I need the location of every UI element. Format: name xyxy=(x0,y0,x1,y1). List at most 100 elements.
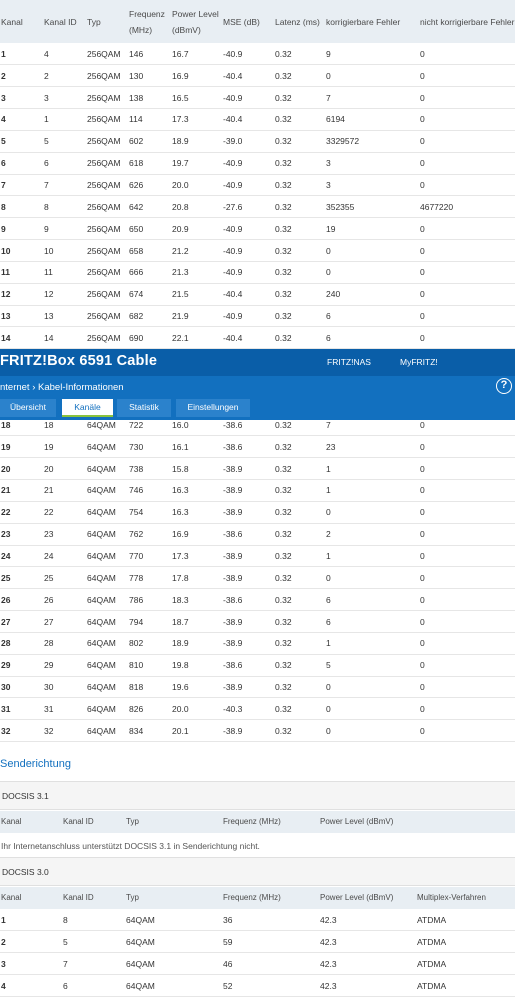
table-row: 12 12 256QAM 674 21.5 -40.4 0.32 240 0 xyxy=(0,283,515,306)
cell-korrigierbare-fehler: 5 xyxy=(326,654,420,677)
tab-kanaele[interactable]: Kanäle xyxy=(62,399,113,417)
cell-power-level: 15.8 xyxy=(172,457,223,481)
up-multiplex: ATDMA xyxy=(417,959,447,969)
up-kanal: 1 xyxy=(1,915,6,925)
myfritz-link[interactable]: MyFRITZ! xyxy=(400,357,438,367)
cell-korrigierbare-fehler: 23 xyxy=(326,435,420,459)
cell-kanal-id: 32 xyxy=(44,719,87,743)
cell-latenz: 0.32 xyxy=(275,326,326,350)
cell-typ: 256QAM xyxy=(87,195,129,219)
cell-kanal: 5 xyxy=(0,130,44,153)
cell-mse: -38.6 xyxy=(223,523,275,546)
cell-power-level: 18.3 xyxy=(172,588,223,612)
cell-kanal-id: 11 xyxy=(44,261,87,284)
col-frequenz-unit: (MHz) xyxy=(129,25,153,35)
cell-mse: -40.9 xyxy=(223,217,275,241)
cell-frequenz: 746 xyxy=(129,479,172,502)
cell-latenz: 0.32 xyxy=(275,588,326,612)
cell-power-level: 16.9 xyxy=(172,523,223,546)
tab-uebersicht[interactable]: Übersicht xyxy=(0,399,56,417)
cell-typ: 256QAM xyxy=(87,239,129,262)
docsis30-table-header: Kanal Kanal ID Typ Frequenz (MHz) Power … xyxy=(0,887,515,909)
up31-col-frequenz: Frequenz (MHz) xyxy=(223,817,281,826)
cell-kanal: 6 xyxy=(0,152,44,175)
downstream-table-bottom: 18 18 64QAM 722 16.0 -38.6 0.32 7 0 19 19 64QAM 730 1… xyxy=(0,414,515,743)
cell-frequenz: 730 xyxy=(129,435,172,459)
cell-power-level: 19.8 xyxy=(172,654,223,677)
up-multiplex: ATDMA xyxy=(417,981,447,991)
cell-korrigierbare-fehler: 240 xyxy=(326,283,420,306)
cell-nicht-korrigierbare-fehler: 0 xyxy=(420,457,515,481)
cell-latenz: 0.32 xyxy=(275,283,326,306)
cell-nicht-korrigierbare-fehler: 0 xyxy=(420,86,515,110)
up-kanal-id: 7 xyxy=(63,959,68,969)
cell-typ: 64QAM xyxy=(87,719,129,743)
cell-nicht-korrigierbare-fehler: 0 xyxy=(420,174,515,197)
table-row: 11 11 256QAM 666 21.3 -40.9 0.32 0 0 xyxy=(0,261,515,284)
table-row: 7 7 256QAM 626 20.0 -40.9 0.32 3 0 xyxy=(0,174,515,197)
cell-nicht-korrigierbare-fehler: 0 xyxy=(420,283,515,306)
cell-korrigierbare-fehler: 9 xyxy=(326,43,420,66)
cell-mse: -27.6 xyxy=(223,195,275,219)
up-frequenz: 52 xyxy=(223,981,233,991)
table-row: 22 22 64QAM 754 16.3 -38.9 0.32 0 0 xyxy=(0,501,515,524)
brand-title[interactable]: FRITZ!Box 6591 Cable xyxy=(0,353,158,369)
table-row: 5 5 256QAM 602 18.9 -39.0 0.32 3329572 0 xyxy=(0,130,515,153)
help-icon[interactable]: ? xyxy=(496,378,512,394)
up-typ: 64QAM xyxy=(126,937,155,947)
cell-nicht-korrigierbare-fehler: 0 xyxy=(420,545,515,568)
cell-frequenz: 826 xyxy=(129,697,172,721)
cell-kanal-id: 29 xyxy=(44,654,87,677)
cell-korrigierbare-fehler: 7 xyxy=(326,86,420,110)
cell-korrigierbare-fehler: 1 xyxy=(326,632,420,655)
cell-latenz: 0.32 xyxy=(275,64,326,88)
cell-typ: 256QAM xyxy=(87,64,129,88)
cell-frequenz: 834 xyxy=(129,719,172,743)
col-power-level: Power Level xyxy=(172,9,219,19)
cell-kanal: 24 xyxy=(0,545,44,568)
col-mse: MSE (dB) xyxy=(223,17,260,27)
cell-power-level: 16.3 xyxy=(172,479,223,502)
up31-col-kanal-id: Kanal ID xyxy=(63,817,94,826)
cell-latenz: 0.32 xyxy=(275,86,326,110)
up-frequenz: 36 xyxy=(223,915,233,925)
cell-frequenz: 618 xyxy=(129,152,172,175)
cell-power-level: 20.8 xyxy=(172,195,223,219)
tab-einstellungen[interactable]: Einstellungen xyxy=(176,399,250,417)
cell-kanal-id: 5 xyxy=(44,130,87,153)
cell-latenz: 0.32 xyxy=(275,217,326,241)
cell-nicht-korrigierbare-fehler: 0 xyxy=(420,610,515,633)
cell-kanal-id: 24 xyxy=(44,545,87,568)
table-row: 4 6 64QAM 52 42.3 ATDMA xyxy=(0,975,515,997)
table-row: 13 13 256QAM 682 21.9 -40.9 0.32 6 0 xyxy=(0,305,515,328)
table-row: 6 6 256QAM 618 19.7 -40.9 0.32 3 0 xyxy=(0,152,515,175)
cell-latenz: 0.32 xyxy=(275,545,326,568)
cell-frequenz: 682 xyxy=(129,305,172,328)
tab-statistik[interactable]: Statistik xyxy=(117,399,171,417)
cell-mse: -38.9 xyxy=(223,501,275,524)
fritz-nas-link[interactable]: FRITZ!NAS xyxy=(327,357,371,367)
cell-mse: -38.9 xyxy=(223,610,275,633)
cell-frequenz: 818 xyxy=(129,676,172,699)
up-kanal: 4 xyxy=(1,981,6,991)
cell-power-level: 21.5 xyxy=(172,283,223,306)
cell-nicht-korrigierbare-fehler: 0 xyxy=(420,239,515,262)
cell-kanal: 19 xyxy=(0,435,44,459)
up-power-level: 42.3 xyxy=(320,959,337,969)
cell-kanal-id: 7 xyxy=(44,174,87,197)
up-kanal-id: 6 xyxy=(63,981,68,991)
cell-power-level: 20.0 xyxy=(172,174,223,197)
cell-korrigierbare-fehler: 1 xyxy=(326,457,420,481)
cell-typ: 64QAM xyxy=(87,479,129,502)
breadcrumb-parent[interactable]: nternet xyxy=(0,382,30,393)
cell-kanal: 7 xyxy=(0,174,44,197)
cell-mse: -40.4 xyxy=(223,108,275,131)
cell-latenz: 0.32 xyxy=(275,239,326,262)
table-row: 2 5 64QAM 59 42.3 ATDMA xyxy=(0,931,515,953)
up30-col-typ: Typ xyxy=(126,893,139,902)
cell-latenz: 0.32 xyxy=(275,130,326,153)
cell-frequenz: 738 xyxy=(129,457,172,481)
up30-col-kanal-id: Kanal ID xyxy=(63,893,94,902)
cell-typ: 256QAM xyxy=(87,326,129,350)
cell-typ: 64QAM xyxy=(87,676,129,699)
